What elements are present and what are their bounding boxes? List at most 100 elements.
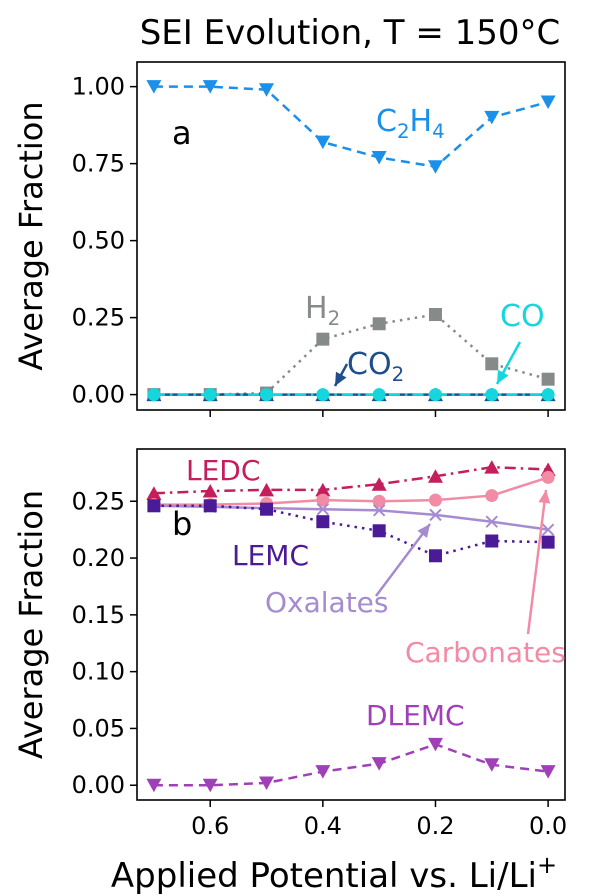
series-label-lemc-part: LEMC bbox=[232, 539, 309, 572]
data-point-c2h4 bbox=[427, 160, 443, 174]
annotation-arrow-carbonates bbox=[526, 489, 548, 635]
y-tick-label: 0.25 bbox=[72, 304, 125, 332]
data-point-dlemc bbox=[259, 776, 275, 790]
series-line-lemc bbox=[153, 504, 549, 558]
series-label-ledc-part: LEDC bbox=[186, 454, 260, 487]
series-label-carbonates: Carbonates bbox=[405, 636, 566, 669]
data-point-co bbox=[541, 388, 555, 402]
data-point-lemc bbox=[372, 524, 386, 538]
data-point-ledc bbox=[259, 482, 275, 497]
panel-label: a bbox=[172, 114, 192, 152]
y-tick-label: 0.15 bbox=[72, 601, 125, 629]
data-point-oxalates bbox=[372, 504, 386, 517]
data-point-lemc bbox=[147, 499, 161, 513]
x-tick-label: 0.2 bbox=[416, 812, 454, 840]
data-point-oxalates bbox=[541, 523, 555, 536]
y-axis-label: Average Fraction bbox=[12, 101, 50, 370]
data-point-lemc bbox=[428, 549, 442, 563]
series-label-c2h4: C2H4 bbox=[376, 104, 445, 143]
data-point-carbonates bbox=[316, 493, 330, 507]
data-point-dlemc bbox=[146, 778, 162, 793]
series-label-c2h4-part: 2 bbox=[397, 120, 410, 143]
data-point-c2h4 bbox=[371, 150, 387, 165]
series-line-ledc bbox=[153, 465, 549, 495]
series-label-co2-part: CO bbox=[347, 347, 392, 382]
data-point-c2h4 bbox=[259, 83, 275, 97]
data-point-c2h4 bbox=[484, 110, 500, 125]
panel-b: 0.00 0.05 0.10 0.15 0.20 0.25 0.6 0.4 0.2 0.0 Aver… bbox=[12, 448, 567, 840]
data-point-dlemc bbox=[484, 758, 500, 772]
data-point-co bbox=[260, 388, 274, 402]
data-point-carbonates bbox=[372, 494, 386, 508]
data-point-co bbox=[203, 388, 217, 402]
data-point-h2 bbox=[485, 357, 499, 371]
data-point-dlemc bbox=[315, 765, 331, 779]
series-label-c2h4-part: 4 bbox=[432, 120, 445, 143]
annotation-arrow-co2-head bbox=[335, 371, 347, 386]
series-label-co: CO bbox=[500, 299, 545, 334]
figure-title: SEI Evolution, T = 150°C bbox=[140, 13, 561, 53]
annotation-arrow-co-head bbox=[497, 369, 509, 384]
series-label-co2-part: 2 bbox=[392, 363, 405, 386]
x-axis-label: Applied Potential vs. Li/Li+ bbox=[111, 851, 557, 896]
data-point-c2h4 bbox=[146, 80, 162, 94]
data-point-oxalates bbox=[316, 502, 330, 516]
data-point-c2h4 bbox=[540, 95, 556, 110]
series-line-dlemc bbox=[153, 743, 549, 787]
series-label-dlemc: DLEMC bbox=[366, 699, 465, 732]
data-point-ledc bbox=[427, 469, 443, 483]
plot-frame bbox=[136, 61, 566, 411]
series-label-oxalates-part: Oxalates bbox=[265, 586, 389, 619]
data-point-co bbox=[147, 388, 161, 402]
annotation-arrow-oxalates-head bbox=[417, 524, 430, 538]
series-label-c2h4-part: H bbox=[410, 104, 433, 139]
data-point-co bbox=[485, 388, 499, 402]
series-line-c2h4 bbox=[153, 85, 549, 169]
series-label-c2h4-part: C bbox=[376, 104, 397, 139]
y-tick-label: 0.25 bbox=[72, 487, 125, 515]
series-label-dlemc-part: DLEMC bbox=[366, 699, 465, 732]
data-point-dlemc bbox=[371, 757, 387, 771]
series-label-ledc: LEDC bbox=[186, 454, 260, 487]
panel-label: b bbox=[172, 505, 192, 543]
plot-frame bbox=[136, 448, 566, 801]
y-axis-label: Average Fraction bbox=[12, 490, 50, 759]
data-point-co bbox=[316, 388, 330, 402]
series-label-h2: H2 bbox=[305, 291, 340, 330]
y-tick-label: 0.50 bbox=[72, 227, 125, 255]
data-point-h2 bbox=[316, 332, 330, 346]
data-point-oxalates bbox=[485, 515, 498, 528]
data-point-c2h4 bbox=[202, 80, 218, 94]
data-point-ledc bbox=[202, 484, 218, 498]
data-point-oxalates bbox=[429, 508, 442, 522]
x-tick-label: 0.6 bbox=[191, 812, 229, 840]
annotation-arrow-carbonates-head bbox=[538, 490, 551, 504]
data-point-lemc bbox=[260, 502, 274, 516]
x-axis-label-main: Applied Potential vs. Li/Li bbox=[111, 856, 537, 896]
series-label-co2: CO2 bbox=[347, 347, 404, 386]
data-point-dlemc bbox=[427, 737, 443, 752]
data-point-carbonates bbox=[541, 470, 555, 484]
data-point-ledc bbox=[146, 486, 162, 500]
x-axis-label-superscript: + bbox=[537, 851, 557, 879]
annotation-arrow-oxalates bbox=[375, 523, 431, 597]
x-tick-label: 0.0 bbox=[529, 812, 567, 840]
series-label-h2-part: H bbox=[305, 291, 328, 326]
data-point-ledc bbox=[484, 460, 500, 474]
series-line-h2 bbox=[153, 313, 549, 396]
y-tick-label: 0.00 bbox=[72, 381, 125, 409]
series-label-lemc: LEMC bbox=[232, 539, 309, 572]
data-point-lemc bbox=[485, 534, 499, 548]
data-point-lemc bbox=[203, 499, 217, 513]
series-line-oxalates bbox=[153, 504, 549, 531]
data-point-dlemc bbox=[540, 765, 556, 779]
data-point-lemc bbox=[316, 515, 330, 529]
data-point-h2 bbox=[372, 317, 386, 331]
data-point-lemc bbox=[541, 535, 555, 549]
data-point-h2 bbox=[428, 308, 442, 322]
data-point-co bbox=[372, 388, 386, 402]
data-point-ledc bbox=[315, 482, 331, 497]
data-point-co bbox=[428, 388, 442, 402]
